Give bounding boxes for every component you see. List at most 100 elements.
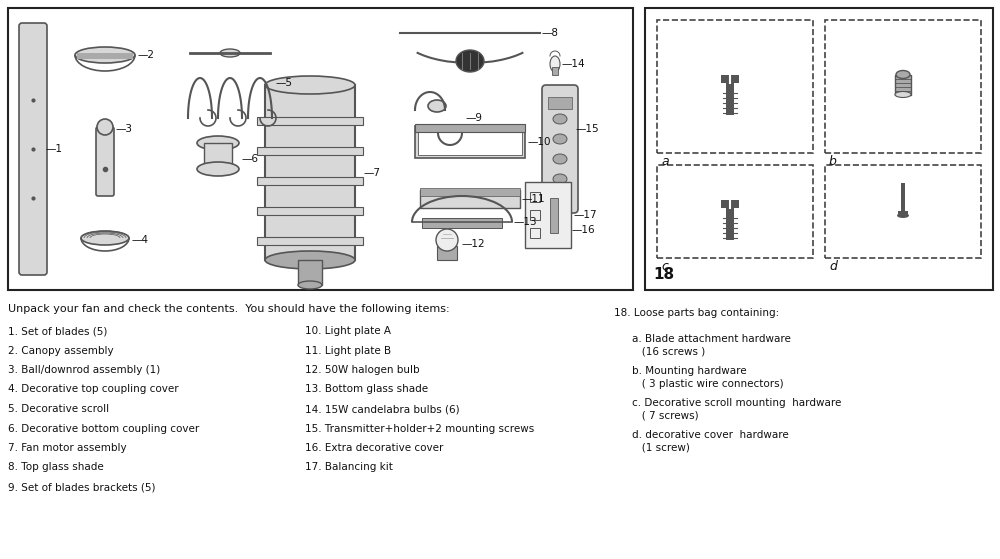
FancyBboxPatch shape bbox=[542, 85, 578, 213]
Ellipse shape bbox=[265, 251, 355, 269]
Text: 11. Light plate B: 11. Light plate B bbox=[305, 345, 391, 356]
Bar bbox=[657, 165, 813, 258]
Text: —2: —2 bbox=[137, 50, 154, 60]
Text: c. Decorative scroll mounting  hardware
   ( 7 screws): c. Decorative scroll mounting hardware (… bbox=[632, 398, 841, 421]
Bar bbox=[825, 20, 981, 153]
Text: —3: —3 bbox=[115, 124, 132, 134]
Text: 3. Ball/downrod assembly (1): 3. Ball/downrod assembly (1) bbox=[8, 365, 160, 375]
Bar bbox=[726, 207, 734, 239]
Text: —16: —16 bbox=[572, 225, 596, 235]
Bar bbox=[257, 147, 363, 155]
Text: —7: —7 bbox=[363, 168, 380, 178]
Ellipse shape bbox=[436, 229, 458, 251]
Ellipse shape bbox=[298, 281, 322, 289]
Text: 17. Balancing kit: 17. Balancing kit bbox=[305, 462, 393, 472]
Text: —4: —4 bbox=[131, 235, 148, 245]
Bar bbox=[721, 200, 739, 207]
Text: Unpack your fan and check the contents.  You should have the following items:: Unpack your fan and check the contents. … bbox=[8, 304, 450, 314]
Text: —15: —15 bbox=[576, 124, 600, 134]
Bar bbox=[437, 246, 457, 260]
Bar bbox=[645, 8, 993, 290]
Text: 1. Set of blades (5): 1. Set of blades (5) bbox=[8, 326, 107, 336]
Text: 15. Transmitter+holder+2 mounting screws: 15. Transmitter+holder+2 mounting screws bbox=[305, 424, 534, 433]
Text: 16. Extra decorative cover: 16. Extra decorative cover bbox=[305, 443, 443, 453]
Text: —12: —12 bbox=[461, 239, 485, 249]
Ellipse shape bbox=[896, 70, 910, 78]
Text: 14. 15W candelabra bulbs (6): 14. 15W candelabra bulbs (6) bbox=[305, 404, 460, 414]
Text: 5. Decorative scroll: 5. Decorative scroll bbox=[8, 404, 109, 414]
Ellipse shape bbox=[553, 154, 567, 164]
Text: 7. Fan motor assembly: 7. Fan motor assembly bbox=[8, 443, 127, 453]
Bar bbox=[721, 74, 739, 83]
Bar bbox=[8, 8, 633, 290]
Bar bbox=[257, 237, 363, 245]
Bar bbox=[530, 192, 540, 202]
Bar bbox=[530, 228, 540, 238]
Bar bbox=[895, 74, 911, 94]
Bar bbox=[726, 83, 734, 115]
Bar bbox=[418, 129, 522, 155]
Ellipse shape bbox=[428, 100, 446, 112]
Bar bbox=[415, 126, 525, 158]
Text: 13. Bottom glass shade: 13. Bottom glass shade bbox=[305, 385, 428, 395]
Text: —17: —17 bbox=[573, 210, 597, 220]
Text: 4. Decorative top coupling cover: 4. Decorative top coupling cover bbox=[8, 385, 179, 395]
Ellipse shape bbox=[456, 50, 484, 72]
Text: —6: —6 bbox=[241, 154, 258, 164]
Bar bbox=[548, 97, 572, 109]
Bar bbox=[898, 211, 908, 216]
Text: 6. Decorative bottom coupling cover: 6. Decorative bottom coupling cover bbox=[8, 424, 199, 433]
Bar bbox=[525, 182, 571, 248]
FancyBboxPatch shape bbox=[96, 127, 114, 196]
Ellipse shape bbox=[220, 49, 240, 57]
Ellipse shape bbox=[553, 114, 567, 124]
FancyBboxPatch shape bbox=[19, 23, 47, 275]
Bar bbox=[530, 210, 540, 220]
Text: —13: —13 bbox=[514, 217, 538, 227]
Text: a: a bbox=[661, 155, 669, 168]
Bar bbox=[422, 218, 502, 228]
Bar bbox=[420, 190, 520, 208]
Text: —5: —5 bbox=[275, 78, 292, 88]
Bar bbox=[77, 53, 133, 59]
Text: —1: —1 bbox=[46, 144, 63, 154]
Ellipse shape bbox=[75, 47, 135, 63]
Text: —9: —9 bbox=[465, 113, 482, 123]
Text: —11: —11 bbox=[522, 194, 546, 204]
Bar bbox=[265, 85, 355, 260]
Text: 10. Light plate A: 10. Light plate A bbox=[305, 326, 391, 336]
Bar bbox=[298, 260, 322, 285]
Bar bbox=[420, 188, 520, 196]
Bar bbox=[901, 182, 905, 211]
Ellipse shape bbox=[897, 213, 909, 218]
Text: b. Mounting hardware
   ( 3 plastic wire connectors): b. Mounting hardware ( 3 plastic wire co… bbox=[632, 366, 784, 389]
Bar bbox=[257, 177, 363, 185]
Text: a. Blade attachment hardware
   (16 screws ): a. Blade attachment hardware (16 screws … bbox=[632, 334, 791, 357]
Ellipse shape bbox=[81, 231, 129, 245]
Ellipse shape bbox=[265, 76, 355, 94]
Text: —10: —10 bbox=[527, 137, 550, 147]
Ellipse shape bbox=[553, 134, 567, 144]
Text: 2. Canopy assembly: 2. Canopy assembly bbox=[8, 345, 114, 356]
Text: b: b bbox=[829, 155, 837, 168]
Text: 18. Loose parts bag containing:: 18. Loose parts bag containing: bbox=[614, 308, 779, 318]
Bar bbox=[257, 117, 363, 125]
Ellipse shape bbox=[526, 223, 570, 237]
Text: 9. Set of blades brackets (5): 9. Set of blades brackets (5) bbox=[8, 482, 156, 492]
Text: 8. Top glass shade: 8. Top glass shade bbox=[8, 462, 104, 472]
Bar bbox=[657, 20, 813, 153]
Text: c: c bbox=[661, 260, 668, 273]
Ellipse shape bbox=[550, 56, 560, 72]
Bar bbox=[204, 143, 232, 169]
Text: —8: —8 bbox=[542, 28, 559, 38]
Text: d. decorative cover  hardware
   (1 screw): d. decorative cover hardware (1 screw) bbox=[632, 430, 789, 453]
Text: —14: —14 bbox=[562, 59, 586, 69]
Bar bbox=[550, 198, 558, 233]
Bar bbox=[825, 165, 981, 258]
Text: d: d bbox=[829, 260, 837, 273]
Ellipse shape bbox=[197, 162, 239, 176]
Bar bbox=[415, 124, 525, 132]
Ellipse shape bbox=[97, 119, 113, 135]
Ellipse shape bbox=[197, 136, 239, 150]
Ellipse shape bbox=[895, 92, 911, 97]
